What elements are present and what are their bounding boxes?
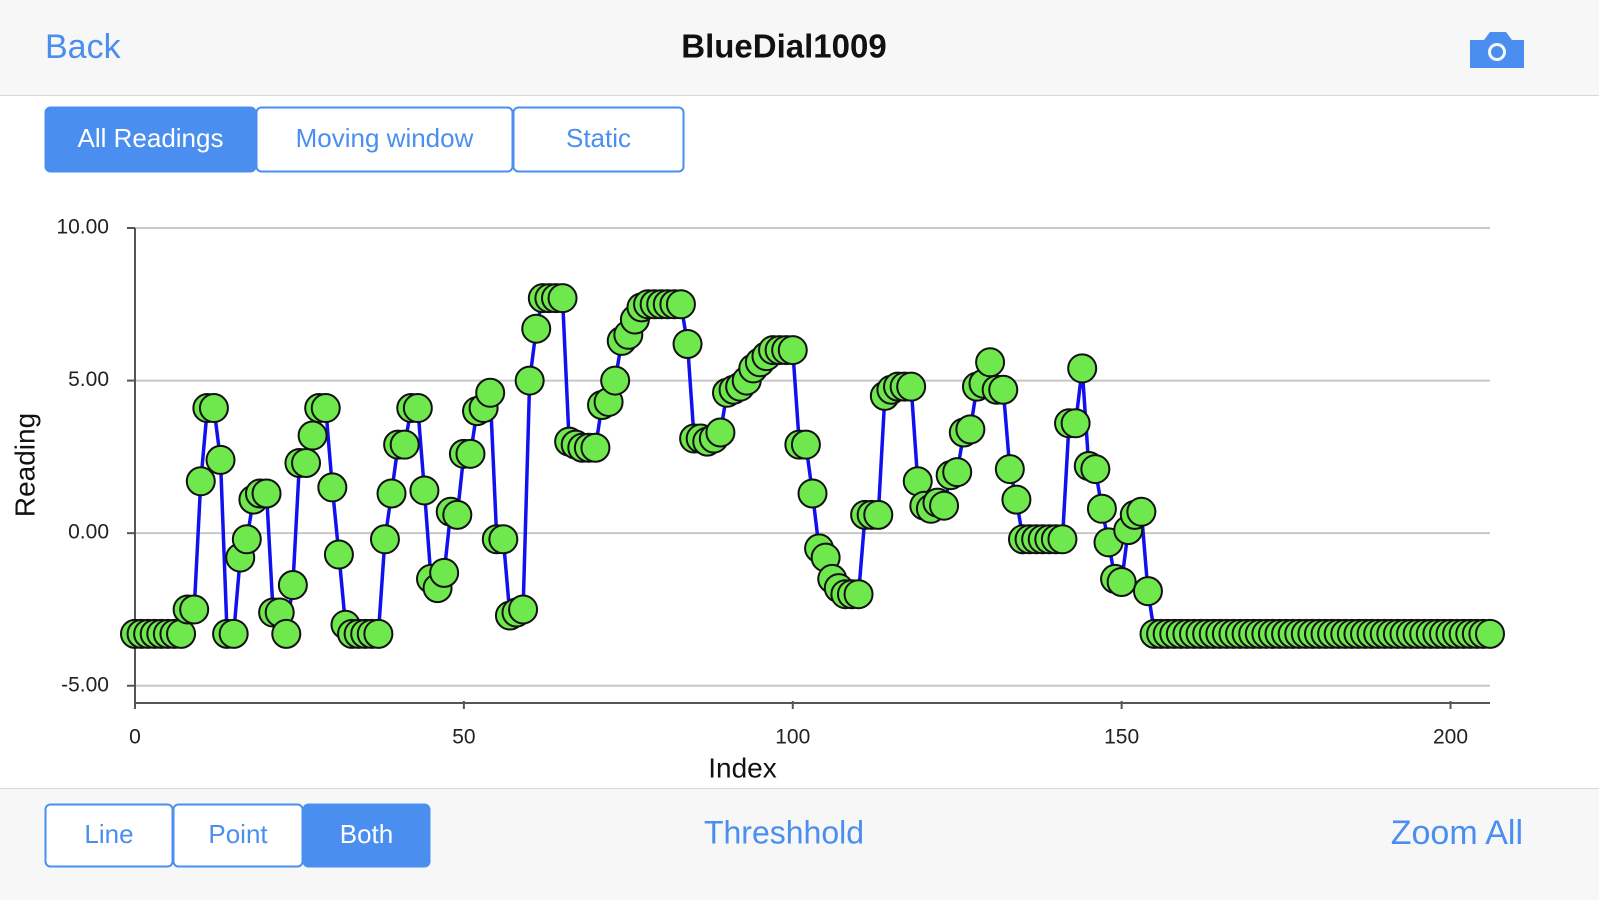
segment[interactable] — [512, 106, 685, 173]
data-point — [442, 499, 473, 530]
y-axis-label: Reading — [9, 413, 40, 517]
x-tick-label: 0 — [129, 726, 141, 749]
data-point — [376, 478, 407, 509]
data-point — [863, 499, 894, 530]
segment-label: Point — [208, 819, 268, 849]
data-point — [580, 432, 611, 463]
segment-label: Line — [84, 819, 133, 849]
camera-button[interactable] — [1470, 32, 1524, 68]
data-point — [705, 417, 736, 448]
data-point — [1047, 524, 1078, 555]
data-point — [402, 393, 433, 424]
zoom-all-button[interactable]: Zoom All — [1391, 814, 1523, 852]
data-point — [843, 579, 874, 610]
data-point — [429, 557, 460, 588]
data-point — [797, 478, 828, 509]
segment-label: Moving window — [296, 123, 474, 153]
data-point — [1132, 576, 1163, 607]
y-tick-label: 10.00 — [56, 216, 109, 239]
data-point — [1060, 408, 1091, 439]
x-axis-label: Index — [708, 752, 777, 783]
camera-lens-inner — [1491, 46, 1503, 58]
data-point — [600, 365, 631, 396]
data-point — [942, 457, 973, 488]
data-point — [231, 524, 262, 555]
data-point — [363, 618, 394, 649]
x-tick-label: 100 — [775, 726, 810, 749]
data-point — [896, 371, 927, 402]
data-point — [1126, 496, 1157, 527]
data-point — [665, 289, 696, 320]
segment[interactable] — [302, 803, 431, 868]
data-point — [547, 283, 578, 314]
data-point — [488, 524, 519, 555]
data-point — [672, 328, 703, 359]
nav-bar — [0, 0, 1599, 95]
data-point — [179, 594, 210, 625]
data-point — [310, 393, 341, 424]
data-point — [790, 429, 821, 460]
y-tick-label: 0.00 — [68, 521, 109, 544]
data-point — [1106, 566, 1137, 597]
data-point — [975, 347, 1006, 378]
data-point — [185, 466, 216, 497]
data-point — [777, 335, 808, 366]
y-tick-label: -5.00 — [61, 673, 109, 696]
data-point — [929, 490, 960, 521]
data-point — [251, 478, 282, 509]
data-point — [291, 447, 322, 478]
data-point — [514, 365, 545, 396]
data-point — [409, 475, 440, 506]
data-point — [1067, 353, 1098, 384]
back-button[interactable]: Back — [45, 28, 122, 66]
data-point — [1086, 493, 1117, 524]
data-point — [508, 594, 539, 625]
data-point — [1475, 618, 1505, 649]
data-point — [205, 444, 236, 475]
data-point — [218, 618, 249, 649]
data-point — [297, 420, 328, 451]
segment-label: Static — [566, 123, 631, 153]
threshold-button[interactable]: Threshhold — [704, 814, 864, 850]
data-point — [317, 472, 348, 503]
data-point — [475, 377, 506, 408]
data-point — [455, 438, 486, 469]
x-tick-label: 200 — [1433, 726, 1468, 749]
segment-label: All Readings — [78, 123, 224, 153]
nav-title: BlueDial1009 — [681, 28, 886, 65]
data-point — [323, 539, 354, 570]
data-point — [389, 429, 420, 460]
x-tick-label: 50 — [452, 726, 475, 749]
data-point — [1001, 484, 1032, 515]
data-point — [271, 618, 302, 649]
data-point — [369, 524, 400, 555]
data-point — [198, 393, 229, 424]
segment-label: Both — [340, 819, 394, 849]
series-line — [135, 296, 1490, 636]
data-point — [994, 454, 1025, 485]
data-point — [1080, 454, 1111, 485]
data-point — [988, 374, 1019, 405]
y-tick-label: 5.00 — [68, 368, 109, 391]
data-point — [521, 313, 552, 344]
x-tick-label: 150 — [1104, 726, 1139, 749]
data-point — [277, 570, 308, 601]
data-point — [955, 414, 986, 445]
